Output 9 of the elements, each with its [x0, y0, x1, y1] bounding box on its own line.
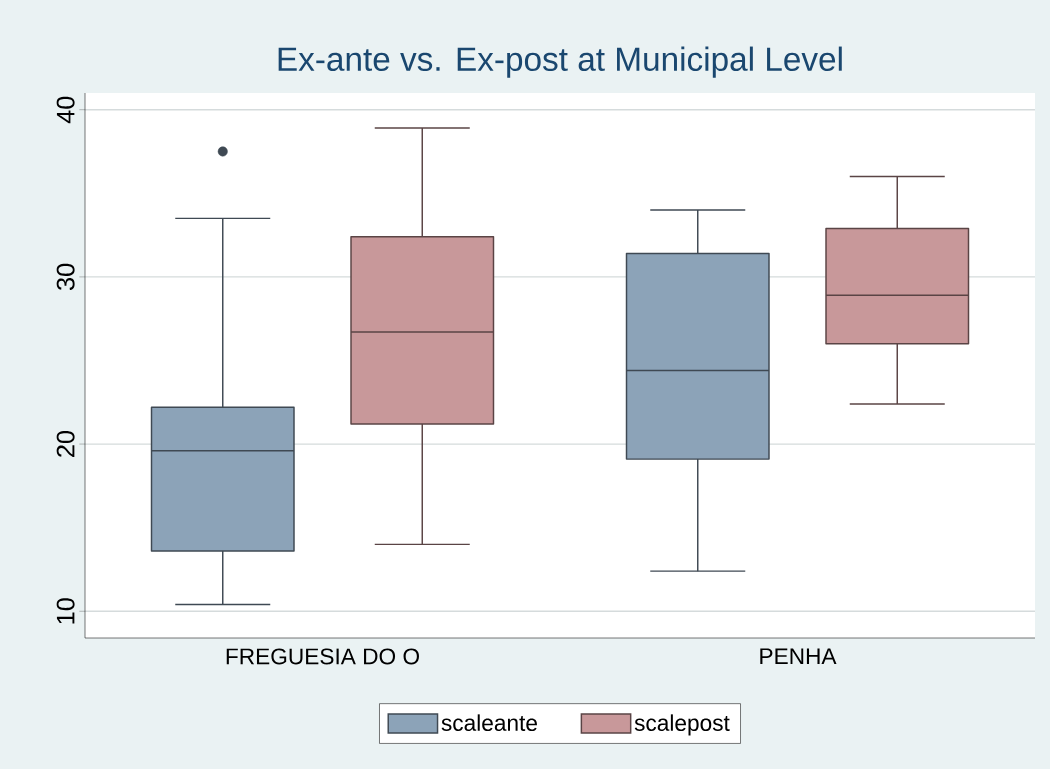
y-tick-label: 20	[56, 430, 75, 457]
legend-label: scaleante	[441, 714, 537, 731]
legend-label: scalepost	[634, 714, 730, 736]
x-tick-label: FREGUESIA DO O	[226, 648, 420, 665]
x-tick-label: PENHA	[760, 648, 837, 664]
y-tick-label: 10	[56, 598, 75, 624]
y-tick-label: 30	[56, 263, 75, 291]
y-tick-label: 40	[56, 96, 75, 124]
chart-title: Ex-ante vs. Ex-post at Municipal Level	[278, 46, 842, 78]
